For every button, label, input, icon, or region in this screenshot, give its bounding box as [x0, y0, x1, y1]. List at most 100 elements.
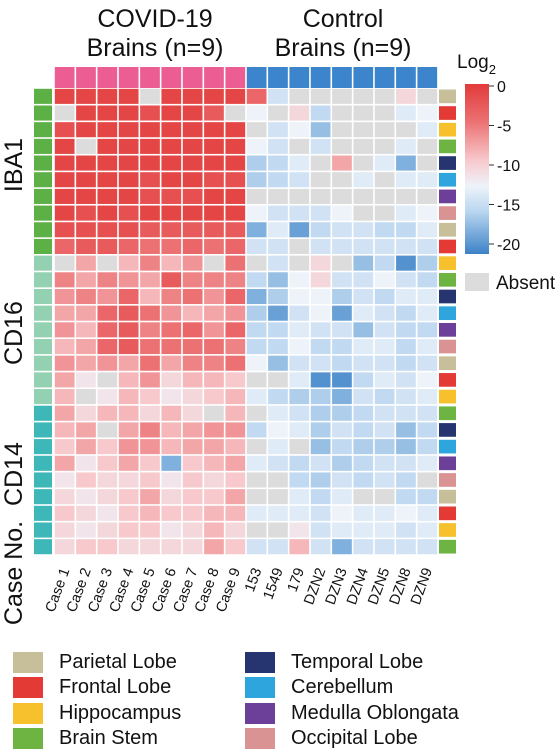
- heatmap-cell: [332, 138, 352, 154]
- heatmap-cell: [246, 305, 267, 321]
- heatmap-cell: [246, 238, 267, 254]
- heatmap-cell: [182, 122, 203, 138]
- heatmap-cell: [417, 122, 438, 138]
- heatmap-cell: [140, 489, 160, 505]
- heatmap-cell: [204, 105, 224, 121]
- heatmap-cell: [76, 439, 96, 455]
- region-box: [439, 122, 456, 137]
- marker-bar-cell: [34, 205, 52, 221]
- heatmap-cell: [54, 339, 75, 355]
- heatmap-cell: [118, 455, 139, 471]
- heatmap-cell: [182, 455, 203, 471]
- heatmap-cell: [140, 339, 160, 355]
- marker-bar-cell: [34, 322, 52, 338]
- region-box: [439, 506, 456, 521]
- region-box: [439, 423, 456, 437]
- legend-item: Brain Stem: [13, 727, 158, 751]
- heatmap-cell: [118, 389, 139, 405]
- heatmap-cell: [353, 389, 374, 405]
- heatmap-cell: [97, 439, 118, 455]
- heatmap-cell: [310, 472, 331, 488]
- heatmap-cell: [374, 122, 395, 138]
- heatmap-cell: [268, 88, 288, 104]
- heatmap-cell: [353, 322, 374, 338]
- heatmap-cell: [225, 205, 246, 221]
- heatmap-cell: [332, 172, 352, 188]
- heatmap-cell: [353, 138, 374, 154]
- heatmap-cell: [246, 539, 267, 555]
- heatmap-cell: [374, 422, 395, 438]
- heatmap-cell: [268, 472, 288, 488]
- heatmap-cell: [118, 439, 139, 455]
- heatmap-cell: [268, 322, 288, 338]
- heatmap-cell: [161, 88, 182, 104]
- column-group-cell: [310, 67, 331, 88]
- heatmap-cell: [332, 339, 352, 355]
- heatmap-cell: [353, 222, 374, 238]
- column-group-cell: [268, 67, 288, 88]
- heatmap-cell: [332, 489, 352, 505]
- heatmap-cell: [97, 205, 118, 221]
- heatmap-cell: [140, 522, 160, 538]
- heatmap-cell: [268, 505, 288, 521]
- heatmap-cell: [374, 455, 395, 471]
- heatmap-cell: [246, 439, 267, 455]
- heatmap-cell: [374, 288, 395, 305]
- heatmap-cell: [225, 489, 246, 505]
- heatmap-cell: [310, 238, 331, 254]
- column-group-cell: [182, 67, 203, 88]
- heatmap-cell: [97, 455, 118, 471]
- region-box: [439, 373, 456, 387]
- heatmap-cell: [161, 188, 182, 204]
- region-box: [439, 406, 456, 421]
- heatmap-cell: [289, 288, 310, 305]
- heatmap-cell: [353, 255, 374, 271]
- heatmap-cell: [310, 305, 331, 321]
- heatmap-cell: [225, 122, 246, 138]
- heatmap-cell: [289, 255, 310, 271]
- heatmap-cell: [54, 205, 75, 221]
- heatmap-cell: [204, 355, 224, 371]
- heatmap-cell: [118, 405, 139, 421]
- heatmap-cell: [225, 238, 246, 254]
- heatmap-cell: [204, 288, 224, 305]
- color-scale: Log2 0 -5 -10 -15 -20 Absent: [457, 52, 556, 294]
- heatmap-cell: [353, 439, 374, 455]
- heatmap-cell: [268, 138, 288, 154]
- heatmap-cell: [54, 522, 75, 538]
- heatmap-cell: [225, 155, 246, 171]
- heatmap-cell: [118, 539, 139, 555]
- heatmap-cell: [417, 288, 438, 305]
- heatmap-cell: [140, 389, 160, 405]
- heatmap-cell: [289, 155, 310, 171]
- column-group-cell: [54, 67, 75, 88]
- heatmap-cell: [225, 472, 246, 488]
- heatmap-cell: [246, 339, 267, 355]
- heatmap-cell: [140, 505, 160, 521]
- heatmap-cell: [97, 288, 118, 305]
- heatmap-cell: [417, 222, 438, 238]
- heatmap-cell: [118, 355, 139, 371]
- heatmap-cell: [97, 88, 118, 104]
- heatmap-cell: [332, 122, 352, 138]
- scale-title: Log2: [457, 52, 496, 77]
- heatmap-cell: [353, 472, 374, 488]
- marker-bar-cell: [34, 105, 52, 121]
- heatmap-cell: [332, 472, 352, 488]
- heatmap-cell: [225, 339, 246, 355]
- heatmap-cell: [396, 372, 416, 388]
- heatmap-cell: [332, 188, 352, 204]
- heatmap-cell: [182, 155, 203, 171]
- heatmap-cell: [289, 489, 310, 505]
- heatmap-cell: [396, 222, 416, 238]
- heatmap-cell: [374, 238, 395, 254]
- heatmap-cell: [118, 88, 139, 104]
- legend-label: Parietal Lobe: [59, 650, 177, 673]
- marker-bar-cell: [34, 472, 52, 488]
- heatmap-cell: [161, 255, 182, 271]
- legend-label: Medulla Oblongata: [291, 701, 459, 724]
- heatmap-cell: [332, 305, 352, 321]
- heatmap-cell: [204, 172, 224, 188]
- legend-label: Temporal Lobe: [291, 650, 424, 673]
- heatmap-cell: [310, 288, 331, 305]
